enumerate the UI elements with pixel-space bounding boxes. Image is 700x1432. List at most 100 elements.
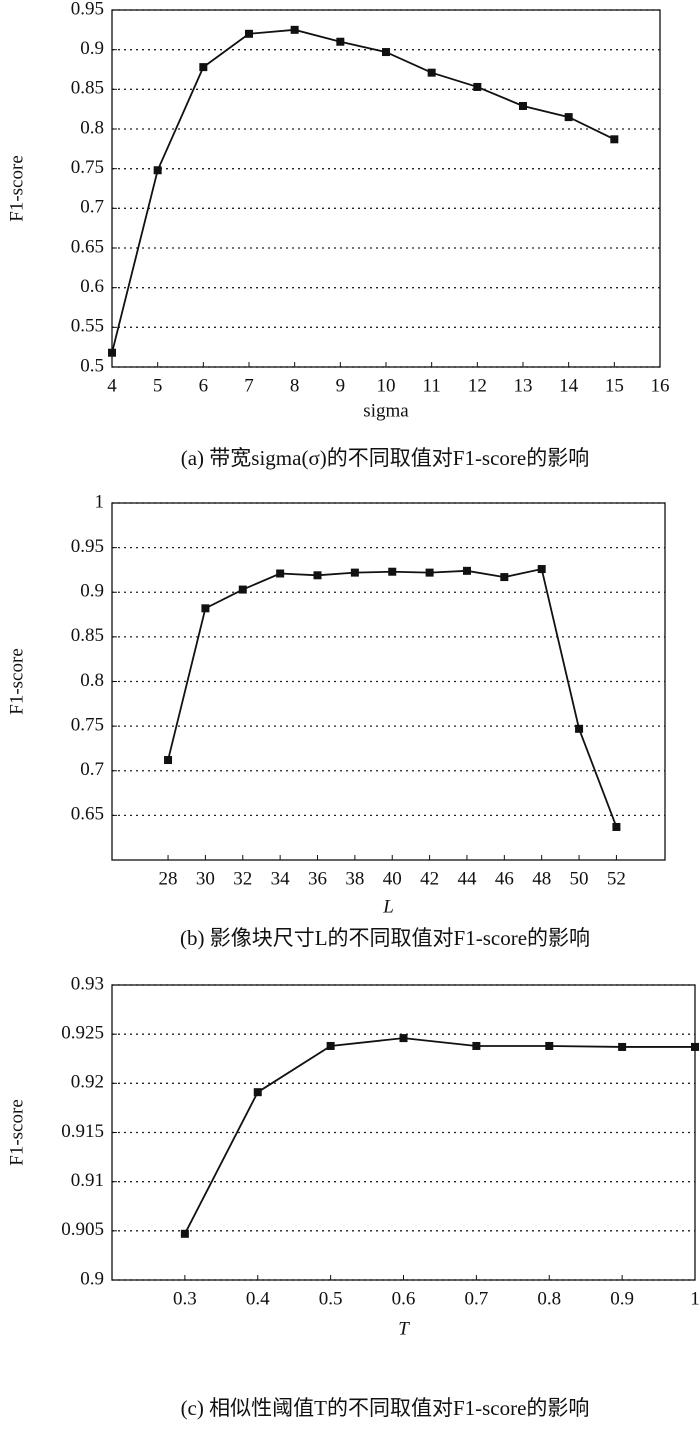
x-tick-label: 30 [196, 868, 215, 889]
point-marker [276, 569, 285, 578]
x-axis-label: T [398, 1318, 410, 1339]
y-tick-label: 0.95 [71, 0, 104, 19]
point-marker [350, 568, 359, 577]
x-tick-label: 40 [383, 868, 402, 889]
x-tick-label: 0.5 [319, 1288, 343, 1309]
y-tick-label: 0.65 [71, 804, 104, 825]
y-tick-label: 0.93 [71, 973, 104, 994]
series-line [111, 28, 615, 353]
x-tick-label: 46 [495, 868, 514, 889]
x-tick-label: 36 [308, 868, 327, 889]
x-tick-label: 6 [199, 375, 209, 396]
x-tick-label: 11 [423, 375, 441, 396]
y-tick-label: 0.9 [80, 1268, 104, 1289]
x-tick-label: 12 [468, 375, 487, 396]
point-marker [201, 604, 210, 613]
point-marker [253, 1088, 262, 1097]
point-marker [691, 1042, 699, 1051]
y-tick-label: 1 [95, 491, 105, 512]
point-marker [399, 1034, 408, 1043]
point-marker [180, 1229, 189, 1238]
x-tick-label: 13 [514, 375, 533, 396]
y-axis-label: F1-score [6, 1099, 27, 1165]
point-marker [473, 82, 482, 91]
y-axis-label: F1-score [6, 648, 27, 714]
x-tick-label: 0.3 [173, 1288, 197, 1309]
x-tick-label: 0.4 [246, 1288, 270, 1309]
point-marker [500, 573, 509, 582]
y-tick-label: 0.92 [71, 1072, 104, 1093]
x-tick-label: 5 [153, 375, 163, 396]
x-tick-label: 8 [290, 375, 300, 396]
x-tick-label: 32 [233, 868, 252, 889]
plot-frame [111, 984, 696, 1281]
point-marker [164, 756, 173, 765]
y-tick-label: 0.8 [80, 117, 104, 138]
x-tick-label: 0.9 [610, 1288, 634, 1309]
point-marker [153, 166, 162, 175]
y-tick-label: 0.6 [80, 276, 104, 297]
plot-frame [111, 502, 666, 861]
point-marker [610, 135, 619, 144]
x-tick-label: 14 [559, 375, 579, 396]
point-marker [313, 571, 322, 580]
point-marker [564, 113, 573, 122]
caption: (b) 影像块尺寸L的不同取值对F1-score的影响 [180, 926, 590, 950]
x-tick-label: 50 [570, 868, 589, 889]
caption: (a) 带宽sigma(σ)的不同取值对F1-score的影响 [181, 446, 590, 470]
y-tick-label: 0.55 [71, 316, 104, 337]
x-tick-label: 44 [457, 868, 477, 889]
point-marker [462, 566, 471, 575]
y-tick-label: 0.7 [80, 197, 104, 218]
point-marker [575, 724, 584, 733]
x-axis-label: L [382, 896, 394, 917]
point-marker [238, 585, 247, 594]
y-tick-label: 0.8 [80, 670, 104, 691]
x-tick-label: 48 [532, 868, 551, 889]
point-marker [199, 63, 208, 72]
x-tick-label: 4 [107, 375, 117, 396]
point-marker [537, 565, 546, 574]
series-line [167, 567, 618, 828]
x-tick-label: 15 [605, 375, 624, 396]
y-tick-label: 0.75 [71, 714, 104, 735]
y-tick-label: 0.91 [71, 1170, 104, 1191]
plot-frame [111, 9, 661, 368]
point-marker [326, 1041, 335, 1050]
y-tick-label: 0.85 [71, 625, 104, 646]
y-tick-label: 0.9 [80, 581, 104, 602]
y-tick-label: 0.95 [71, 536, 104, 557]
y-tick-label: 0.65 [71, 236, 104, 257]
y-tick-label: 0.915 [61, 1121, 104, 1142]
point-marker [427, 68, 436, 77]
y-tick-label: 0.75 [71, 157, 104, 178]
y-axis-label: F1-score [6, 155, 27, 221]
x-tick-label: 0.8 [537, 1288, 561, 1309]
point-marker [612, 822, 621, 831]
x-tick-label: 38 [345, 868, 364, 889]
x-tick-label: 10 [377, 375, 396, 396]
x-tick-label: 7 [244, 375, 254, 396]
point-marker [108, 348, 116, 357]
series-line [184, 1037, 695, 1235]
x-tick-label: 34 [271, 868, 291, 889]
point-marker [388, 567, 397, 576]
y-tick-label: 0.7 [80, 759, 104, 780]
x-tick-label: 0.6 [392, 1288, 416, 1309]
x-tick-label: 1 [690, 1288, 700, 1309]
point-marker [336, 37, 345, 46]
point-marker [425, 568, 434, 577]
point-marker [382, 48, 390, 57]
y-tick-label: 0.9 [80, 38, 104, 59]
point-marker [245, 29, 253, 38]
caption: (c) 相似性阈值T的不同取值对F1-score的影响 [181, 1396, 590, 1420]
point-marker [545, 1041, 554, 1050]
point-marker [472, 1041, 481, 1050]
x-tick-label: 52 [607, 868, 626, 889]
x-axis-label: sigma [363, 400, 409, 421]
y-tick-label: 0.905 [61, 1219, 104, 1240]
x-tick-label: 28 [159, 868, 178, 889]
y-tick-label: 0.925 [61, 1023, 104, 1044]
x-tick-label: 42 [420, 868, 439, 889]
